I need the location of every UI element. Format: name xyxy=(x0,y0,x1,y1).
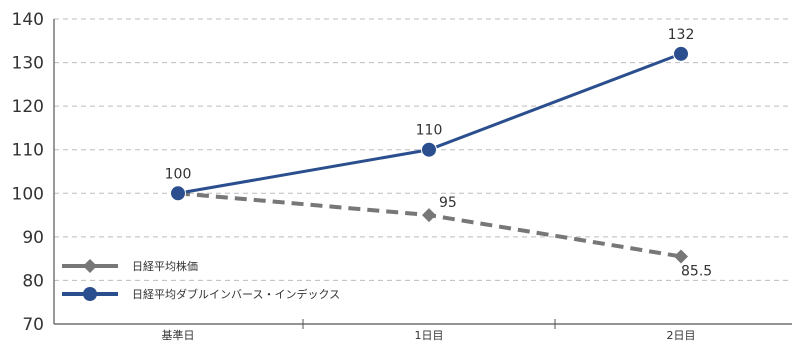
series-1-point-3 xyxy=(674,249,688,264)
series-2-point-3 xyxy=(673,45,689,62)
legend-label-2: 日経平均ダブルインバース・インデックス xyxy=(132,287,340,301)
y-tick-label-140: 140 xyxy=(12,10,44,30)
data-label-1-2: 95 xyxy=(439,195,457,211)
data-label-2-3: 132 xyxy=(668,27,695,43)
axes: 70 80 90 100 110 120 130 140 基準日 1日目 2日目 xyxy=(12,10,792,342)
series-2-point-2 xyxy=(421,141,437,158)
series-line-1 xyxy=(177,191,682,259)
y-tick-label-120: 120 xyxy=(12,97,44,117)
series-1-point-2 xyxy=(422,208,436,223)
x-tick-label-1: 基準日 xyxy=(162,328,195,342)
data-label-1-3: 85.5 xyxy=(681,263,712,279)
y-tick-label-130: 130 xyxy=(12,54,44,74)
legend-marker-2 xyxy=(83,287,97,301)
y-tick-label-80: 80 xyxy=(22,271,44,291)
legend-label-1: 日経平均株価 xyxy=(132,259,198,273)
y-tick-label-90: 90 xyxy=(22,228,44,248)
series-2-point-1 xyxy=(170,185,186,202)
x-tick-label-3: 2日目 xyxy=(667,329,696,342)
data-labels: 95 85.5 100 110 132 xyxy=(165,27,713,280)
data-label-2-2: 110 xyxy=(416,123,443,139)
y-tick-label-110: 110 xyxy=(12,141,44,161)
series-layer xyxy=(170,45,689,264)
y-tick-label-70: 70 xyxy=(22,315,44,335)
x-tick-label-2: 1日目 xyxy=(415,329,444,342)
data-label-2-1: 100 xyxy=(165,166,192,182)
y-tick-label-100: 100 xyxy=(12,184,44,204)
legend-marker-1 xyxy=(83,259,97,273)
